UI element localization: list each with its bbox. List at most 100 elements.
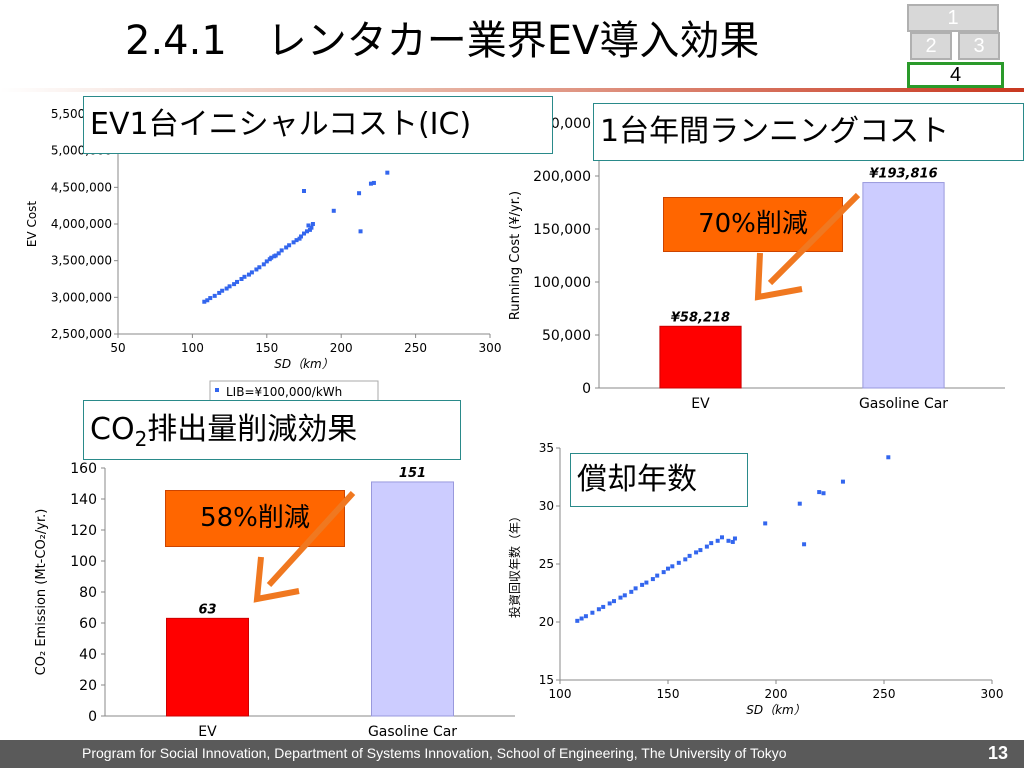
x-tick-label: 200 xyxy=(330,341,353,355)
scatter-point xyxy=(257,265,262,270)
x-tick-label: 150 xyxy=(255,341,278,355)
y-tick-label: 40 xyxy=(79,647,97,663)
x-tick-label: 50 xyxy=(110,341,125,355)
legend-marker xyxy=(215,388,219,392)
y-tick-label: 3,500,000 xyxy=(51,254,112,268)
scatter-point xyxy=(309,225,314,230)
scatter-point xyxy=(284,245,289,250)
running-cost-arrow xyxy=(754,192,861,301)
scatter-point xyxy=(273,253,278,258)
scatter-point xyxy=(357,191,362,196)
scatter-point xyxy=(797,501,802,506)
nav-box-1[interactable]: 1 xyxy=(907,4,999,32)
scatter-point xyxy=(644,580,649,585)
nav-box-3[interactable]: 3 xyxy=(958,32,1000,60)
slide-title: 2.4.1 レンタカー業界EV導入効果 xyxy=(125,18,760,64)
y-tick-label: 30 xyxy=(539,499,554,513)
scatter-point xyxy=(618,595,623,600)
scatter-point xyxy=(261,262,266,267)
scatter-point xyxy=(583,614,588,619)
scatter-point xyxy=(220,288,225,293)
y-tick-label: 200,000 xyxy=(533,169,591,185)
scatter-point xyxy=(709,541,714,546)
y-axis-title: CO₂ Emission (Mt-CO₂/yr.) xyxy=(34,509,49,676)
co2-emission-chart: 0 20 40 60 80 100 120 140 160 63 EV 151 Gasoline Car… xyxy=(34,461,515,740)
y-axis-title: Running Cost (¥/yr.) xyxy=(508,191,523,320)
scatter-point xyxy=(670,564,675,569)
x-axis-title: SD（km） xyxy=(274,357,334,371)
x-tick-label: 300 xyxy=(479,341,502,355)
scatter-point xyxy=(297,236,302,241)
nav-label-1: 1 xyxy=(947,7,959,29)
scatter-point xyxy=(224,286,229,291)
scatter-point xyxy=(694,550,699,555)
scatter-point xyxy=(232,282,237,287)
scatter-point xyxy=(212,293,217,298)
nav-box-4[interactable]: 4 xyxy=(907,62,1004,88)
y-tick-label: 50,000 xyxy=(542,328,591,344)
scatter-point xyxy=(302,189,306,193)
co2-label-suffix: 排出量削減効果 xyxy=(147,412,358,447)
scatter-point xyxy=(715,538,720,543)
scatter-point xyxy=(249,270,254,275)
scatter-point xyxy=(307,227,312,232)
arrow-head xyxy=(253,556,300,603)
scatter-point xyxy=(304,229,309,234)
footer-bar: Program for Social Innovation, Departmen… xyxy=(0,740,1024,768)
scatter-point xyxy=(371,180,376,185)
y-tick-label: 35 xyxy=(539,441,554,455)
running-cost-chart: 050,000100,000150,000200,000250,000¥58,2… xyxy=(508,116,1005,412)
scatter-point xyxy=(698,548,703,553)
scatter-point xyxy=(661,570,666,575)
x-tick-label: 100 xyxy=(181,341,204,355)
scatter-point xyxy=(291,240,296,245)
y-tick-label: 120 xyxy=(70,523,97,539)
arrow-shaft xyxy=(266,490,356,588)
y-tick-label: 0 xyxy=(88,709,97,725)
y-tick-label: 160 xyxy=(70,461,97,477)
scatter-point xyxy=(886,455,891,460)
y-tick-label: 2,500,000 xyxy=(51,327,112,341)
category-label: Gasoline Car xyxy=(368,724,457,740)
scatter-point xyxy=(704,544,709,549)
y-tick-label: 15 xyxy=(539,673,554,687)
scatter-point xyxy=(607,601,612,606)
y-tick-label: 25 xyxy=(539,557,554,571)
scatter-point xyxy=(730,539,735,544)
scatter-point xyxy=(633,586,638,591)
title-divider xyxy=(0,88,1024,92)
scatter-point xyxy=(683,557,688,562)
scatter-point xyxy=(202,299,207,304)
x-tick-label: 250 xyxy=(404,341,427,355)
scatter-point xyxy=(612,599,616,604)
x-tick-label: 250 xyxy=(873,687,896,701)
arrow-shaft xyxy=(767,192,861,286)
x-axis-title: SD（km） xyxy=(746,703,806,717)
scatter-point xyxy=(276,251,281,256)
scatter-point xyxy=(239,277,244,281)
payback-years-chart: 15 20 25 30 35 100 150 200 250 300 SD（km） 投資回収年数（年） xyxy=(507,441,1004,717)
scatter-point xyxy=(306,223,311,228)
scatter-point xyxy=(287,243,292,248)
scatter-point xyxy=(331,208,336,213)
scatter-point xyxy=(590,610,595,615)
category-label: Gasoline Car xyxy=(859,396,948,412)
scatter-point xyxy=(579,616,584,621)
y-tick-label: 20 xyxy=(79,678,97,694)
scatter-point xyxy=(205,298,210,303)
scatter-point xyxy=(763,521,768,526)
nav-box-2[interactable]: 2 xyxy=(910,32,952,60)
scatter-point xyxy=(687,553,692,558)
y-tick-label: 4,500,000 xyxy=(51,180,112,194)
scatter-point xyxy=(720,535,724,540)
x-tick-label: 200 xyxy=(765,687,788,701)
scatter-point xyxy=(235,279,240,284)
category-label: EV xyxy=(198,724,217,740)
x-tick-label: 300 xyxy=(981,687,1004,701)
data-label: 151 xyxy=(399,466,426,481)
scatter-point xyxy=(385,170,390,175)
scatter-point xyxy=(802,542,807,547)
scatter-point xyxy=(622,593,627,598)
page-number: 13 xyxy=(987,743,1008,763)
payback-years-label: 償却年数 xyxy=(570,453,748,507)
